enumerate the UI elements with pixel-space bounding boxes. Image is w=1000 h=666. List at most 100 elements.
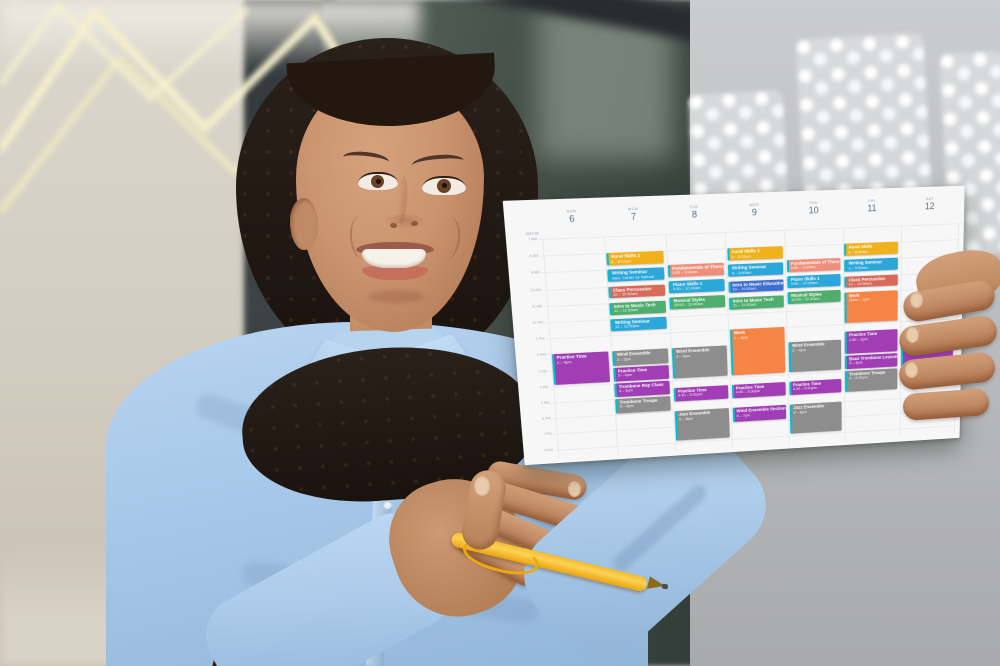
left-middle-fingernail [906, 327, 919, 343]
time-label: 5 PM [540, 400, 550, 406]
calendar-event: Musical Styles 10:50 – 11:40am [787, 289, 842, 305]
calendar-event: Wind Ensemble 2 – 3pm [612, 348, 669, 366]
event-time: 8:50 – 9:40am [672, 268, 698, 276]
day-header: SAT 12 [901, 196, 958, 213]
calendar-event: Bass Trombone Lesson 3 – 4pm [845, 352, 898, 370]
calendar-event: Writing Seminar 9 – 9:50am [727, 262, 783, 277]
day-number: 10 [808, 204, 819, 216]
woman-eye-left [358, 172, 398, 190]
pupil [442, 183, 447, 188]
event-time: 11 – 11:50am [613, 307, 638, 314]
day-number: 9 [751, 207, 758, 218]
day-number: 12 [924, 200, 935, 212]
hour-gridline [537, 223, 960, 241]
time-label: 7 AM [527, 236, 538, 242]
woman-nostrils [384, 214, 426, 230]
calendar-event: Fundamentals of Theory 8:50 – 9:40am [786, 257, 841, 272]
day-number: 6 [568, 213, 575, 225]
time-label: 1 PM [535, 336, 545, 342]
event-time: 1 – 4pm [733, 334, 749, 340]
day-header: TUE 8 [664, 204, 725, 221]
time-label: 7 PM [543, 432, 552, 437]
calendar-event: Jazz Ensemble 6 – 8pm [789, 401, 842, 434]
shirt-button [383, 500, 392, 509]
day-number: 7 [630, 211, 637, 222]
woman-teeth [362, 249, 426, 268]
event-time: 4:30 – 5:30pm [677, 391, 703, 398]
event-time: 10:50 – 11:40am [791, 296, 820, 303]
left-ring-fingernail [905, 362, 918, 378]
calendar-event: Trombone Troupe 4 – 5:30pm [845, 368, 898, 393]
time-label: 4 PM [539, 385, 549, 390]
time-label: 3 PM [538, 369, 548, 374]
chin-shadow [368, 290, 424, 303]
calendar-event: Trombone Troupe 5 – 6pm [615, 396, 671, 414]
calendar-event: Musical Styles 10:50 – 11:40am [669, 295, 726, 310]
calendar-event: Class Percussion 10 – 10:50am [608, 284, 666, 299]
calendar-event: Trombone Rep Class 4 – 5pm [614, 380, 670, 398]
time-label: 6 PM [541, 416, 551, 421]
time-label: 10 AM [529, 287, 541, 292]
calendar-event: Practice Time 4:30 – 5:30pm [731, 381, 786, 399]
event-time: 11am – 1pm [848, 296, 870, 303]
event-time: 4:30 – 5:30pm [792, 385, 817, 392]
calendar-event: Piano Skills 1 9:50 – 10:40am [668, 278, 725, 294]
event-time: 5 – 6pm [619, 403, 635, 409]
event-time: 8 – 8:50am [610, 257, 632, 264]
calendar-event: Wind Ensemble 2 – 4pm [671, 345, 728, 379]
calendar-event: Fundamentals of Theory 8:50 – 9:40am [667, 262, 724, 277]
calendar-event: Writing Seminar 9 – 9:50am [844, 257, 899, 273]
calendar-event: Wind Ensemble Sectional 6 – 7pm [732, 404, 786, 422]
day-header: MON 7 [602, 206, 664, 223]
calendar-event: Practice Time 3 – 4pm [613, 364, 670, 382]
calendar-event: Intro to Music Tech 11 – 11:50am [728, 295, 784, 310]
calendar-event: Intro to Music Education 10 – 10:50am [728, 279, 784, 294]
event-time: 12 – 12:50pm [614, 323, 640, 330]
event-time: 9:50 – 10:40am [672, 285, 701, 292]
pupil [376, 179, 381, 184]
calendar-event: Piano Skills 1 9:50 – 10:40am [786, 273, 841, 289]
event-time: 9am, Center for Natural [611, 273, 655, 281]
calendar-event: Writing Seminar 9am, Center for Natural [607, 267, 665, 283]
calendar-event: Work 1 – 4pm [729, 327, 785, 376]
calendar-event: Practice Time 1:30 – 3pm [845, 329, 898, 354]
event-time: 11 – 11:50am [732, 301, 757, 308]
day-header: THU 10 [784, 200, 843, 217]
event-time: 4:30 – 5:30pm [735, 388, 761, 395]
left-index-fingernail [910, 292, 923, 308]
calendar-event: Class Percussion 10 – 10:50am [844, 274, 898, 289]
time-label: 8 AM [529, 253, 539, 259]
event-time: 8 – 8:50am [731, 253, 752, 259]
calendar-event: Jazz Ensemble 6 – 8pm [674, 408, 730, 441]
event-time: 10:50 – 11:40am [673, 301, 704, 308]
calendar-event: Writing Seminar 12 – 12:50pm [610, 316, 667, 332]
thumb-nail [474, 476, 490, 496]
calendar-grid: 7 AM 8 AM 9 AM 10 AM 11 AM 12 PM 1 PM 2 PM 3 PM 4… [503, 186, 965, 466]
woman-lower-lip [362, 266, 428, 280]
day-header: WED 9 [724, 202, 784, 219]
woman-ear [290, 198, 318, 250]
calendar-event: Wind Ensemble 2 – 4pm [788, 340, 842, 373]
day-number: 11 [867, 202, 877, 214]
time-label: 2 PM [536, 352, 546, 358]
time-label: 8 PM [544, 447, 554, 453]
calendar-paper: GMT-05 7 AM 8 AM 9 AM 10 AM 11 AM 12 PM 1 PM 2 … [502, 185, 965, 466]
event-time: 9:50 – 10:40am [790, 280, 818, 287]
event-time: 9 – 9:50am [848, 264, 868, 271]
event-time: 8 – 8:50am [848, 248, 868, 255]
time-label: 11 AM [531, 303, 543, 309]
event-time: 8:50 – 9:40am [790, 264, 816, 271]
index-fingernail [568, 481, 581, 497]
calendar-event: Practice Time 4:30 – 5:30pm [788, 378, 842, 396]
calendar-event: Aural Skills 8 – 8:50am [844, 241, 899, 256]
calendar-event: Intro to Music Tech 11 – 11:50am [609, 300, 667, 315]
day-number: 8 [691, 209, 698, 220]
time-label: 9 AM [530, 270, 540, 276]
day-header: SUN 6 [540, 208, 603, 225]
calendar-event: Work 11am – 1pm [844, 290, 898, 323]
day-header: FRI 11 [843, 198, 901, 215]
calendar-event: Practice Time 4:30 – 5:30pm [673, 385, 729, 403]
